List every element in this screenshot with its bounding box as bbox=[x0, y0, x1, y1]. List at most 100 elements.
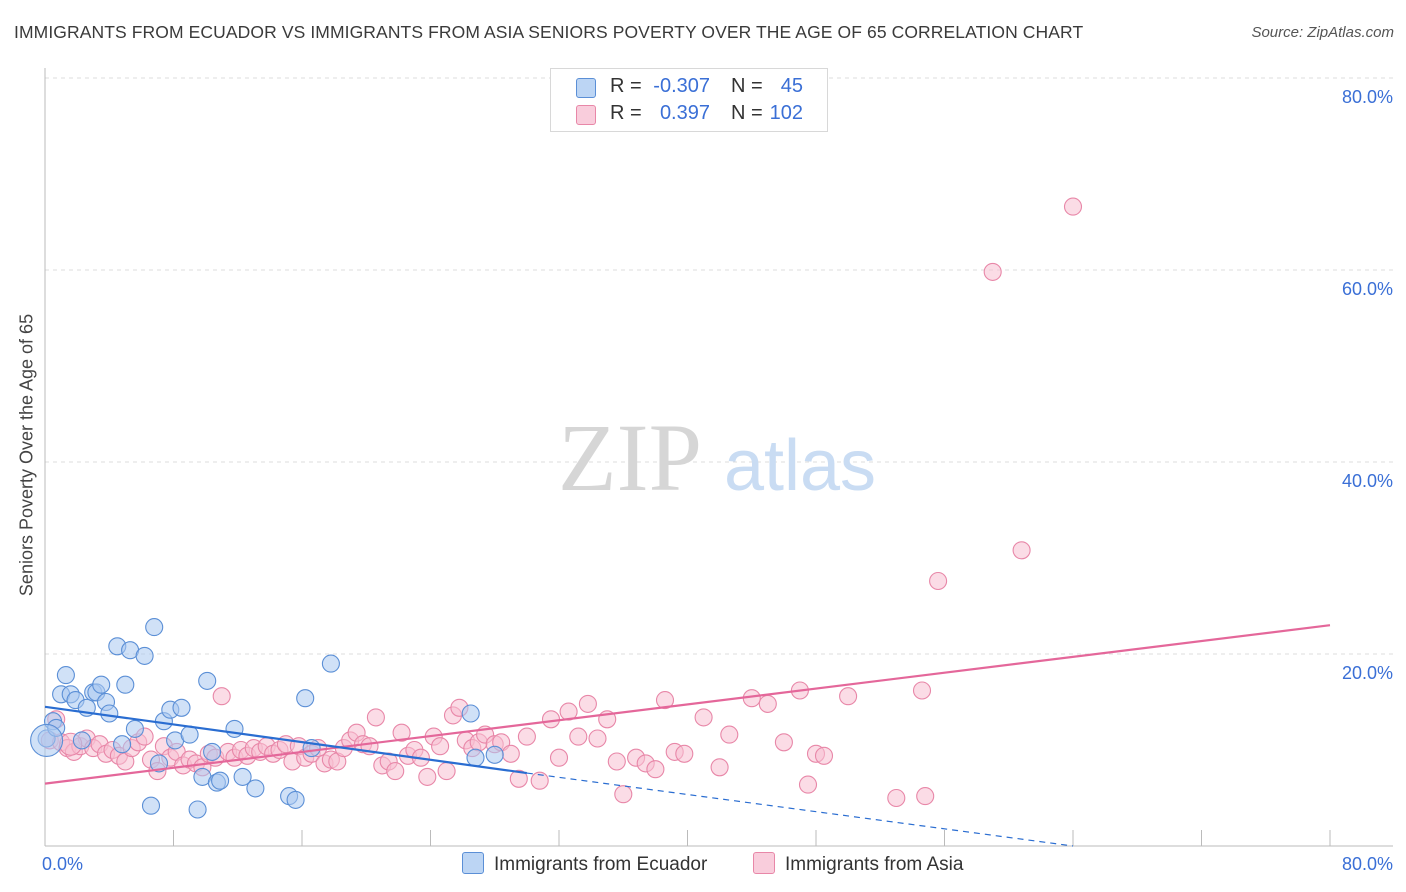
point-asia bbox=[392, 723, 411, 742]
point-asia bbox=[675, 744, 694, 763]
point-ecuador bbox=[225, 719, 244, 738]
point-asia bbox=[655, 691, 675, 710]
legend-n-label: N = bbox=[731, 75, 763, 97]
point-ecuador bbox=[100, 704, 119, 723]
point-ecuador bbox=[92, 675, 111, 694]
legend-row-asia: R = 0.397 N = 102 bbox=[551, 100, 827, 127]
legend-n-label: N = bbox=[731, 102, 763, 124]
bottom-legend-ecuador: Immigrants from Ecuador bbox=[462, 852, 707, 876]
y-tick-label: 80.0% bbox=[1342, 87, 1393, 107]
legend-n-value: 102 bbox=[769, 102, 803, 124]
bottom-legend-swatch-ecuador bbox=[462, 852, 484, 874]
point-asia bbox=[1012, 541, 1031, 560]
point-ecuador bbox=[116, 675, 135, 694]
watermark-zip: ZIP bbox=[558, 404, 702, 511]
point-asia bbox=[607, 752, 626, 771]
point-ecuador bbox=[211, 771, 230, 790]
point-asia bbox=[431, 737, 450, 756]
watermark-atlas: atlas bbox=[724, 426, 876, 506]
point-asia bbox=[929, 571, 948, 591]
point-ecuador bbox=[461, 704, 480, 723]
point-asia bbox=[578, 694, 597, 713]
grid-lines bbox=[45, 77, 1393, 655]
point-asia bbox=[549, 748, 569, 767]
point-asia bbox=[418, 767, 437, 786]
point-asia bbox=[774, 733, 793, 752]
trend-line-asia bbox=[44, 624, 1331, 785]
point-asia bbox=[798, 775, 818, 794]
tick-labels: 20.0% 40.0% 60.0% 80.0% 0.0% 80.0% bbox=[42, 87, 1393, 874]
point-ecuador bbox=[233, 767, 252, 786]
point-ecuador bbox=[198, 671, 217, 690]
point-asia bbox=[212, 687, 231, 706]
point-asia bbox=[541, 710, 561, 729]
x-tick-label: 0.0% bbox=[42, 854, 83, 874]
point-asia bbox=[366, 708, 385, 727]
point-asia bbox=[839, 687, 858, 706]
bottom-legend-label-asia: Immigrants from Asia bbox=[785, 854, 964, 875]
legend-swatch-ecuador bbox=[576, 78, 596, 98]
point-ecuador bbox=[149, 754, 169, 773]
point-ecuador bbox=[296, 689, 315, 708]
bottom-legend-label-ecuador: Immigrants from Ecuador bbox=[494, 854, 708, 875]
point-asia bbox=[983, 262, 1002, 281]
point-ecuador bbox=[180, 725, 199, 744]
point-asia bbox=[517, 727, 536, 746]
point-asia bbox=[694, 708, 713, 727]
point-ecuador bbox=[485, 745, 504, 764]
bottom-legend-asia: Immigrants from Asia bbox=[753, 852, 963, 876]
point-asia bbox=[530, 771, 549, 790]
point-asia bbox=[614, 785, 633, 804]
point-ecuador bbox=[466, 748, 485, 767]
point-asia bbox=[588, 729, 607, 748]
point-asia bbox=[916, 787, 935, 806]
chart-title: IMMIGRANTS FROM ECUADOR VS IMMIGRANTS FR… bbox=[14, 22, 1084, 42]
trend-lines bbox=[44, 624, 1331, 847]
point-ecuador bbox=[286, 790, 305, 809]
trend-line-ecuador-extension bbox=[526, 772, 1074, 847]
point-asia bbox=[720, 725, 739, 744]
point-ecuador bbox=[321, 654, 340, 673]
point-asia bbox=[437, 762, 456, 781]
point-ecuador bbox=[141, 796, 161, 815]
point-asia bbox=[569, 727, 588, 746]
axes bbox=[44, 68, 1393, 847]
point-asia bbox=[814, 746, 834, 765]
legend-n-value: 45 bbox=[780, 75, 803, 97]
point-asia bbox=[1063, 197, 1083, 216]
y-tick-label: 40.0% bbox=[1342, 471, 1393, 491]
series-ecuador-points bbox=[30, 618, 504, 819]
point-ecuador bbox=[246, 779, 265, 798]
point-ecuador bbox=[145, 618, 164, 637]
y-tick-label: 60.0% bbox=[1342, 279, 1393, 299]
legend-r-label: R = bbox=[610, 102, 642, 124]
trend-line-ecuador bbox=[44, 705, 528, 775]
point-ecuador bbox=[56, 666, 75, 685]
point-ecuador bbox=[72, 731, 91, 750]
correlation-legend: R = -0.307 N = 45 R = 0.397 N = 102 bbox=[550, 68, 828, 132]
point-asia bbox=[501, 744, 520, 763]
y-tick-label: 20.0% bbox=[1342, 663, 1393, 683]
point-asia bbox=[386, 762, 405, 781]
point-asia bbox=[758, 694, 777, 713]
legend-r-value: 0.397 bbox=[659, 102, 710, 124]
point-asia bbox=[887, 788, 906, 808]
point-ecuador-cluster bbox=[30, 723, 64, 757]
point-ecuador bbox=[172, 698, 191, 717]
legend-r-label: R = bbox=[610, 75, 642, 97]
point-ecuador bbox=[135, 646, 154, 665]
legend-r-value: -0.307 bbox=[653, 75, 710, 97]
source-label: Source: ZipAtlas.com bbox=[1251, 24, 1394, 41]
y-axis-label: Seniors Poverty Over the Age of 65 bbox=[16, 313, 37, 597]
bottom-legend-swatch-asia bbox=[753, 852, 775, 874]
point-asia bbox=[509, 769, 528, 788]
x-tick-label: 80.0% bbox=[1342, 854, 1393, 874]
point-asia bbox=[912, 681, 932, 700]
point-asia bbox=[710, 758, 729, 777]
point-ecuador bbox=[113, 735, 132, 754]
point-ecuador bbox=[125, 719, 144, 738]
point-asia bbox=[646, 760, 665, 779]
point-ecuador bbox=[188, 800, 207, 819]
legend-row-ecuador: R = -0.307 N = 45 bbox=[551, 73, 827, 100]
